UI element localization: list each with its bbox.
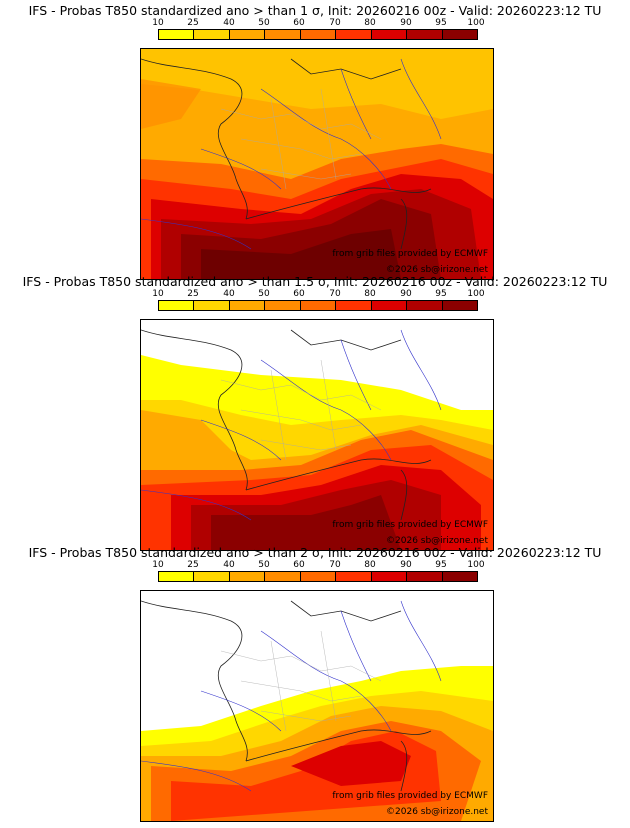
colorbar-swatch xyxy=(371,301,408,310)
colorbar-label: 80 xyxy=(364,289,376,299)
colorbar-label: 60 xyxy=(293,18,305,28)
colorbar-swatches xyxy=(158,29,478,40)
credit-copyright: ©2026 sb@irizone.net xyxy=(386,265,488,275)
colorbar-label: 95 xyxy=(435,560,447,570)
colorbar-label: 90 xyxy=(400,289,412,299)
colorbar-label: 70 xyxy=(329,18,341,28)
colorbar-swatch xyxy=(442,30,477,39)
colorbar-label: 10 xyxy=(152,18,164,28)
probability-map: from grib files provided by ECMWF ©2026 … xyxy=(140,319,494,551)
credit-copyright: ©2026 sb@irizone.net xyxy=(386,807,488,817)
field-95 xyxy=(211,495,401,550)
field-orange xyxy=(141,79,201,129)
colorbar-swatch xyxy=(159,572,195,581)
colorbar-swatches xyxy=(158,300,478,311)
colorbar-swatch xyxy=(336,301,372,310)
colorbar-swatches xyxy=(158,571,478,582)
colorbar-label: 70 xyxy=(329,560,341,570)
colorbar-label: 10 xyxy=(152,289,164,299)
map-svg xyxy=(141,49,493,279)
colorbar-label: 95 xyxy=(435,289,447,299)
credit-source: from grib files provided by ECMWF xyxy=(332,791,488,801)
rivers xyxy=(141,58,442,250)
colorbar-label: 40 xyxy=(223,560,235,570)
panel-sigma-1: IFS - Probas T850 standardized ano > tha… xyxy=(0,3,630,280)
colorbar-label: 60 xyxy=(293,560,305,570)
colorbar-labels: 10 25 40 50 60 70 80 90 95 100 xyxy=(152,18,484,29)
colorbar: 10 25 40 50 60 70 80 90 95 100 xyxy=(152,289,485,313)
colorbar-swatch xyxy=(159,30,195,39)
colorbar-swatch xyxy=(407,572,443,581)
coastlines xyxy=(141,58,432,250)
probability-map: from grib files provided by ECMWF ©2026 … xyxy=(140,48,494,280)
colorbar-swatch xyxy=(442,572,477,581)
colorbar-swatch xyxy=(265,301,301,310)
colorbar-label: 90 xyxy=(400,18,412,28)
probability-map: from grib files provided by ECMWF ©2026 … xyxy=(140,590,494,822)
colorbar-label: 25 xyxy=(187,18,199,28)
colorbar-label: 90 xyxy=(400,560,412,570)
field-yellow xyxy=(141,49,493,119)
department-borders xyxy=(220,88,382,190)
colorbar-swatch xyxy=(265,572,301,581)
colorbar-swatch xyxy=(265,30,301,39)
field-80 xyxy=(291,741,411,786)
colorbar-label: 60 xyxy=(293,289,305,299)
rivers xyxy=(141,600,442,792)
colorbar-swatch xyxy=(300,30,337,39)
colorbar-labels: 10 25 40 50 60 70 80 90 95 100 xyxy=(152,289,484,300)
colorbar-label: 25 xyxy=(187,289,199,299)
colorbar-swatch xyxy=(407,30,443,39)
colorbar-label: 40 xyxy=(223,289,235,299)
colorbar-swatch xyxy=(300,301,337,310)
colorbar-label: 80 xyxy=(364,18,376,28)
panel-sigma-1-5: IFS - Probas T850 standardized ano > tha… xyxy=(0,274,630,551)
colorbar-swatch xyxy=(194,30,230,39)
credit-source: from grib files provided by ECMWF xyxy=(332,249,488,259)
colorbar-swatch xyxy=(407,301,443,310)
map-svg xyxy=(141,320,493,550)
colorbar-swatch xyxy=(336,30,372,39)
colorbar: 10 25 40 50 60 70 80 90 95 100 xyxy=(152,560,485,584)
panel-sigma-2: IFS - Probas T850 standardized ano > tha… xyxy=(0,545,630,822)
colorbar-swatch xyxy=(194,301,230,310)
colorbar-label: 10 xyxy=(152,560,164,570)
colorbar-swatch xyxy=(229,572,266,581)
panel-title: IFS - Probas T850 standardized ano > tha… xyxy=(28,3,602,18)
colorbar-swatch xyxy=(159,301,195,310)
department-borders xyxy=(220,630,382,732)
colorbar-swatch xyxy=(194,572,230,581)
colorbar-label: 40 xyxy=(223,18,235,28)
colorbar-label: 100 xyxy=(467,18,485,28)
department-borders xyxy=(220,359,382,461)
colorbar-swatch xyxy=(300,572,337,581)
colorbar-label: 80 xyxy=(364,560,376,570)
colorbar-swatch xyxy=(371,30,408,39)
colorbar-label: 25 xyxy=(187,560,199,570)
colorbar-labels: 10 25 40 50 60 70 80 90 95 100 xyxy=(152,560,484,571)
panel-title: IFS - Probas T850 standardized ano > tha… xyxy=(22,274,608,289)
colorbar-label: 50 xyxy=(258,560,270,570)
colorbar: 10 25 40 50 60 70 80 90 95 100 xyxy=(152,18,485,42)
colorbar-label: 100 xyxy=(467,560,485,570)
colorbar-label: 95 xyxy=(435,18,447,28)
credit-copyright: ©2026 sb@irizone.net xyxy=(386,536,488,546)
colorbar-swatch xyxy=(442,301,477,310)
map-svg xyxy=(141,591,493,821)
colorbar-label: 50 xyxy=(258,289,270,299)
colorbar-label: 50 xyxy=(258,18,270,28)
colorbar-swatch xyxy=(336,572,372,581)
colorbar-label: 70 xyxy=(329,289,341,299)
field-100 xyxy=(201,229,401,279)
rivers xyxy=(141,329,442,521)
colorbar-label: 100 xyxy=(467,289,485,299)
credit-source: from grib files provided by ECMWF xyxy=(332,520,488,530)
panel-title: IFS - Probas T850 standardized ano > tha… xyxy=(28,545,602,560)
colorbar-swatch xyxy=(229,30,266,39)
colorbar-swatch xyxy=(371,572,408,581)
colorbar-swatch xyxy=(229,301,266,310)
